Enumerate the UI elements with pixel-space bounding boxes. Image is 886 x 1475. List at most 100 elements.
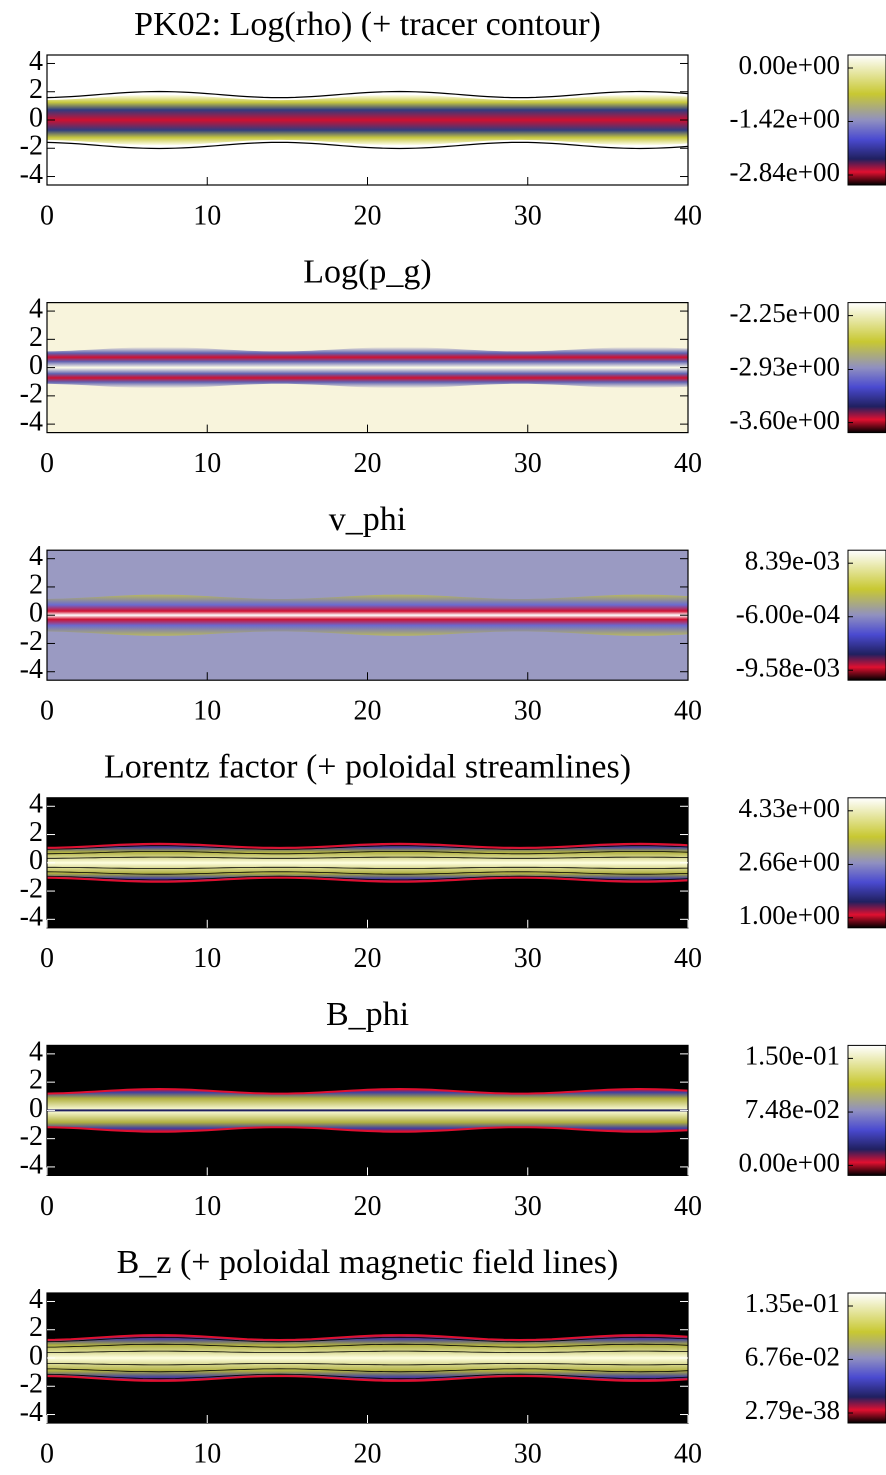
panel-title: Log(p_g) (303, 253, 431, 290)
y-tick-label: 4 (29, 1284, 43, 1315)
field-line (46, 1373, 689, 1380)
x-tick-label: 40 (674, 1438, 702, 1469)
y-tick-label: 2 (29, 74, 43, 105)
field-line (46, 1336, 689, 1343)
y-tick-label: 2 (29, 322, 43, 353)
edge-line (46, 1126, 689, 1133)
x-tick-label: 20 (354, 1438, 382, 1469)
colorbar-tick-label: 1.50e-01 (745, 1041, 840, 1071)
colorbar-tick-label: 0.00e+00 (739, 1148, 840, 1178)
x-tick-label: 10 (193, 696, 221, 727)
field-band (47, 843, 688, 882)
field-line (47, 866, 689, 869)
field-band (47, 347, 688, 389)
y-tick-label: -2 (20, 873, 43, 904)
field-line (46, 871, 689, 875)
x-tick-label: 20 (354, 696, 382, 727)
y-tick-label: 4 (29, 294, 43, 325)
x-tick-label: 20 (354, 943, 382, 974)
colorbar-tick-label: -3.60e+00 (730, 405, 840, 435)
y-tick-label: 0 (29, 1340, 43, 1371)
colorbar-tick-label: 2.79e-38 (745, 1395, 840, 1425)
x-tick-label: 40 (674, 448, 702, 479)
field-band (47, 1335, 688, 1381)
x-tick-label: 40 (674, 696, 702, 727)
field-line (46, 1363, 689, 1366)
x-tick-label: 0 (40, 448, 54, 479)
panel-title: B_phi (326, 996, 409, 1033)
field-line (46, 845, 689, 850)
edge-line (46, 842, 689, 849)
x-tick-label: 20 (354, 448, 382, 479)
y-tick-label: -2 (20, 1369, 43, 1400)
x-tick-label: 30 (514, 696, 542, 727)
y-tick-label: 0 (29, 102, 43, 133)
colorbar-tick-label: 4.33e+00 (739, 793, 840, 823)
colorbar-tick-label: 2.66e+00 (739, 847, 840, 877)
x-tick-label: 10 (193, 200, 221, 231)
x-tick-label: 30 (514, 1438, 542, 1469)
colorbar-tick-label: -2.84e+00 (730, 157, 840, 187)
y-tick-label: 4 (29, 789, 43, 820)
x-tick-label: 10 (193, 1438, 221, 1469)
colorbar-tick-label: -1.42e+00 (730, 104, 840, 134)
y-tick-label: -4 (20, 1397, 43, 1428)
x-tick-label: 20 (354, 200, 382, 231)
colorbar-tick-label: -2.25e+00 (730, 298, 840, 328)
edge-line (46, 1334, 689, 1342)
field-line (46, 875, 689, 881)
field-band (47, 594, 688, 636)
y-tick-label: -2 (20, 626, 43, 657)
contour-line (46, 141, 689, 150)
y-tick-label: 0 (29, 845, 43, 876)
colorbar (847, 54, 886, 186)
colorbar (847, 1044, 886, 1176)
y-tick-label: 4 (29, 1036, 43, 1067)
field-band (47, 94, 688, 146)
x-tick-label: 40 (674, 200, 702, 231)
colorbar-tick-label: 7.48e-02 (745, 1094, 840, 1124)
y-tick-label: -2 (20, 1121, 43, 1152)
y-tick-label: 4 (29, 541, 43, 572)
colorbar (847, 797, 886, 929)
colorbar-tick-label: 8.39e-03 (745, 545, 840, 575)
x-tick-label: 10 (193, 1191, 221, 1222)
field-line (47, 1368, 689, 1373)
colorbar-tick-label: -9.58e-03 (736, 652, 840, 682)
colorbar-tick-label: 0.00e+00 (739, 50, 840, 80)
y-tick-label: -4 (20, 159, 43, 190)
x-tick-label: 20 (354, 1191, 382, 1222)
contour-line (46, 90, 689, 99)
colorbar-tick-label: 1.35e-01 (745, 1288, 840, 1318)
y-tick-label: 2 (29, 569, 43, 600)
field-line (46, 1350, 689, 1353)
y-tick-label: -4 (20, 407, 43, 438)
x-tick-label: 40 (674, 943, 702, 974)
y-tick-label: -2 (20, 131, 43, 162)
panel-title: v_phi (329, 501, 406, 538)
y-tick-label: 2 (29, 817, 43, 848)
y-tick-label: 4 (29, 46, 43, 77)
panel-title: B_z (+ poloidal magnetic field lines) (117, 1244, 619, 1281)
colorbar (847, 302, 886, 434)
colorbar (847, 1292, 886, 1424)
y-tick-label: -4 (20, 902, 43, 933)
x-tick-label: 10 (193, 943, 221, 974)
x-tick-label: 10 (193, 448, 221, 479)
y-tick-label: 2 (29, 1312, 43, 1343)
panel-title: Lorentz factor (+ poloidal streamlines) (104, 749, 631, 786)
x-tick-label: 40 (674, 1191, 702, 1222)
x-tick-label: 0 (40, 1191, 54, 1222)
y-tick-label: -4 (20, 654, 43, 685)
y-tick-label: 2 (29, 1065, 43, 1096)
y-tick-label: 0 (29, 350, 43, 381)
colorbar (847, 549, 886, 681)
field-line (47, 1343, 689, 1348)
panel-title: PK02: Log(rho) (+ tracer contour) (134, 6, 601, 43)
x-tick-label: 30 (514, 943, 542, 974)
y-tick-label: 0 (29, 1093, 43, 1124)
y-tick-label: -4 (20, 1149, 43, 1180)
x-tick-label: 30 (514, 1191, 542, 1222)
y-tick-label: -2 (20, 378, 43, 409)
